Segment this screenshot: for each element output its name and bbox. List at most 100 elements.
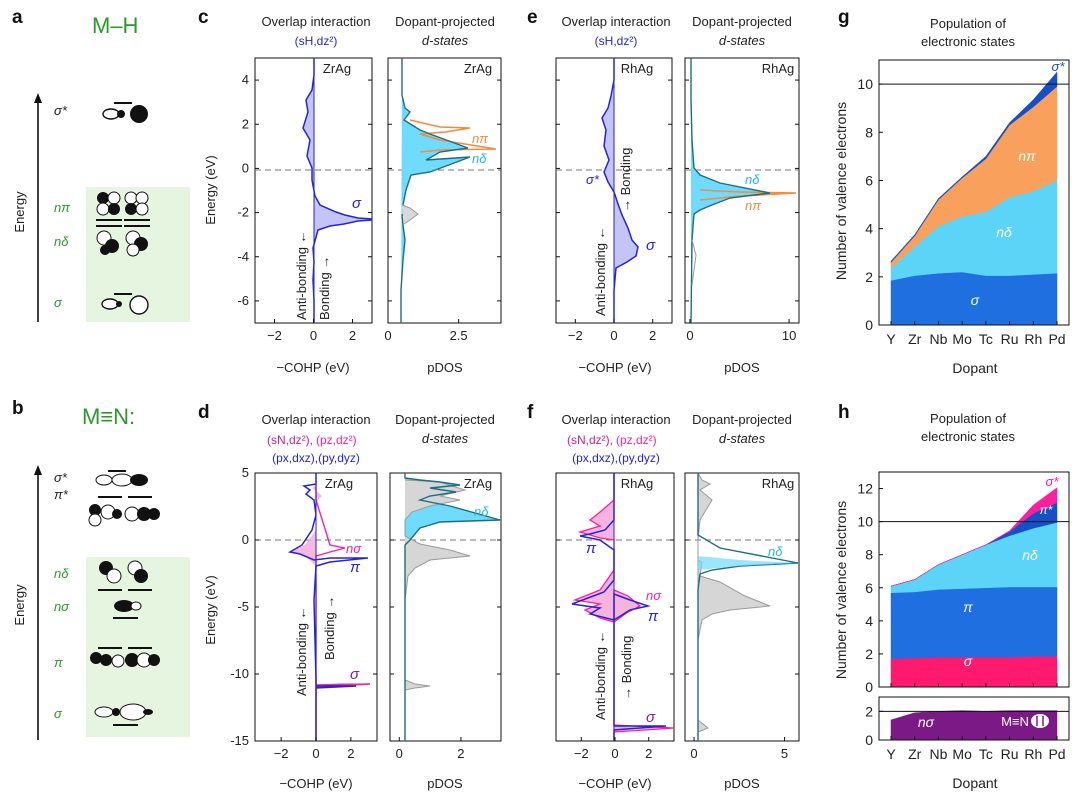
d-pdos-system-label: ZrAg xyxy=(464,476,492,491)
level-label-pi-star-b: π* xyxy=(54,487,69,502)
c-cohp-ytick-label: 4 xyxy=(242,72,249,87)
c-pdos-gray xyxy=(401,204,419,225)
g-area-3 xyxy=(890,71,1058,264)
level-label-sigma: σ xyxy=(54,295,63,310)
d-cohp-subtitle-2: (px,dxz),(py,dyz) xyxy=(272,451,360,465)
e-pdos-fill xyxy=(691,58,770,323)
g-x-axis-label: Dopant xyxy=(952,360,997,376)
h-frame xyxy=(878,471,1070,688)
g-npi-label: nπ xyxy=(1018,148,1036,164)
c-pdos-xtick-label: 2.5 xyxy=(450,328,468,343)
d-cohp-ytick-label: -10 xyxy=(230,666,249,681)
d-cohp-ytick-label: 0 xyxy=(242,532,249,547)
panel-g: g Population of electronic states Number… xyxy=(833,7,1070,376)
c-pdos-system-label: ZrAg xyxy=(464,61,492,76)
d-cohp-ytick-label: -5 xyxy=(237,599,249,614)
c-cohp-ytick-label: 0 xyxy=(242,160,249,175)
g-xtick-label: Zr xyxy=(908,331,922,347)
panel-letter-f: f xyxy=(527,402,534,423)
c-cohp-ytick-label: -2 xyxy=(237,205,249,220)
level-label-nsigma-b: nσ xyxy=(54,599,70,614)
d-ndelta-label: nδ xyxy=(474,504,489,519)
h-ytick-label: 2 xyxy=(865,646,873,662)
c-npi-label: nπ xyxy=(472,131,488,146)
c-cohp-xtick-label: −2 xyxy=(267,328,282,343)
h-area-0 xyxy=(890,656,1058,688)
c-pdos-curve xyxy=(400,58,471,323)
h-ytick-label: 12 xyxy=(857,481,873,497)
h-mn-label: M≡N xyxy=(1001,714,1029,729)
f-pdos-xtick-label: 0 xyxy=(690,746,697,761)
panel-d: d Overlap interaction (sN,dz²), (pz,dz²)… xyxy=(198,402,502,791)
e-cohp-xtick-label: −2 xyxy=(568,328,583,343)
h-area-1 xyxy=(890,586,1058,660)
panel-h: h Population of electronic states Number… xyxy=(833,402,1070,791)
h-ytick-label: 10 xyxy=(857,514,873,530)
level-label-npi: nπ xyxy=(54,200,70,215)
h-ytick-label: 6 xyxy=(865,580,873,596)
h-ndelta-label: nδ xyxy=(1022,547,1038,563)
c-cohp-ytick-label: 2 xyxy=(242,116,249,131)
g-axes: 0 2 4 6 8 10 Y Zr Nb Mo Tc Ru Rh Pd xyxy=(857,76,1069,347)
c-cohp-xtick-label: 0 xyxy=(310,328,317,343)
h-area-4 xyxy=(890,487,1058,587)
h-bottom-xtick-label: Pd xyxy=(1048,746,1065,762)
h-sigma-label: σ xyxy=(964,653,973,669)
h-x-axis-label: Dopant xyxy=(952,775,997,791)
panel-letter-c: c xyxy=(198,7,209,28)
e-pdos-title: Dopant-projected xyxy=(692,14,792,29)
h-bottom-xtick-label: Nb xyxy=(929,746,947,762)
e-bonding-label: → Bonding xyxy=(618,148,633,212)
g-y-axis-label: Number of valence electrons xyxy=(833,102,849,280)
g-xtick-label: Nb xyxy=(929,331,947,347)
h-sigma-star-label: σ* xyxy=(1046,474,1060,489)
h-ytick-label: 0 xyxy=(865,679,873,695)
d-cohp-subtitle-a: (sN,dz²), xyxy=(267,433,313,447)
c-cohp-system-label: ZrAg xyxy=(323,61,351,76)
d-cohp-xtick-label: −2 xyxy=(274,746,289,761)
f-ndelta-label: nδ xyxy=(768,544,783,559)
panel-letter-h: h xyxy=(838,402,850,423)
panel-c: c Overlap interaction (sH,dz²) Dopant-pr… xyxy=(198,7,502,375)
e-pdos-subtitle: d-states xyxy=(719,33,766,48)
level-label-ndelta-b: nδ xyxy=(54,566,69,581)
panel-letter-g: g xyxy=(838,7,850,28)
h-ytick-label: 4 xyxy=(865,613,873,629)
f-pdos-subtitle: d-states xyxy=(719,431,766,446)
c-cohp-xtick-label: 2 xyxy=(349,328,356,343)
c-antibonding-label: Anti-bonding ← xyxy=(294,230,309,320)
c-cohp-xlabel: −COHP (eV) xyxy=(276,360,349,375)
f-pi-star-label: π xyxy=(586,540,597,557)
c-pdos-xlabel: pDOS xyxy=(427,360,463,375)
mn-formula: M≡N: xyxy=(82,404,135,429)
d-bonding-label: Bonding → xyxy=(322,596,337,660)
h-axes: 0 2 4 6 8 10 12 xyxy=(857,481,1069,695)
c-pdos-xtick-label: 0 xyxy=(384,328,391,343)
c-pdos-title: Dopant-projected xyxy=(395,14,495,29)
f-pdos-gray xyxy=(697,473,771,741)
h-bottom-xtick-label: Mo xyxy=(952,746,972,762)
level-label-sigma-star-b: σ* xyxy=(54,470,68,485)
sigma-bonding-orbital-icon-b xyxy=(94,703,153,726)
c-sigma-label: σ xyxy=(352,195,362,212)
h-bottom-xtick-label: Y xyxy=(886,746,896,762)
d-cohp-system-label: ZrAg xyxy=(325,476,353,491)
h-lone-pair-icon xyxy=(1031,714,1049,728)
g-ytick-label: 4 xyxy=(865,221,873,237)
d-pdos-gray xyxy=(404,479,471,741)
c-pdos-subtitle: d-states xyxy=(422,33,469,48)
e-pdos-xlabel: pDOS xyxy=(724,360,760,375)
f-cohp-xtick-label: 2 xyxy=(645,746,652,761)
e-pdos-npi-curve xyxy=(699,189,797,201)
d-pdos-title: Dopant-projected xyxy=(395,412,495,427)
h-y-axis-label: Number of valence electrons xyxy=(833,501,849,679)
sigma-bonding-orbital-icon xyxy=(101,293,149,315)
f-pdos-title: Dopant-projected xyxy=(692,412,792,427)
g-ytick-label: 6 xyxy=(865,172,873,188)
g-frame xyxy=(878,59,1070,326)
h-bottom-xtick-label: Tc xyxy=(979,746,993,762)
g-ytick-label: 2 xyxy=(865,269,873,285)
d-cohp-xtick-label: 2 xyxy=(347,746,354,761)
d-cohp-xlabel: −COHP (eV) xyxy=(279,776,352,791)
mh-formula: M–H xyxy=(92,13,138,38)
